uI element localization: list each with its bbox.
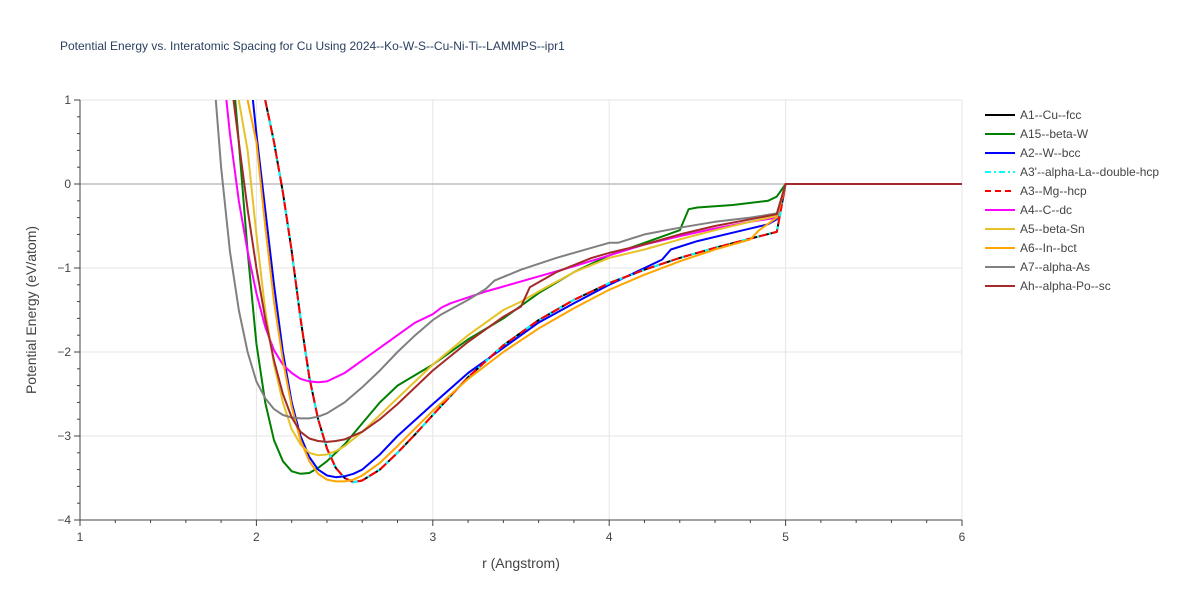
x-axis-title: r (Angstrom) <box>482 555 560 571</box>
y-tick-label: −3 <box>57 429 71 443</box>
legend-item[interactable]: A15--beta-W <box>985 127 1089 141</box>
legend: A1--Cu--fcc A15--beta-W A2--W--bcc A3'--alp… <box>985 108 1159 293</box>
legend-label: A15--beta-W <box>1020 127 1089 141</box>
legend-item[interactable]: A3--Mg--hcp <box>985 184 1087 198</box>
axes-layer: 1 2 3 4 5 6 1 0 −1 −2 −3 −4 <box>57 93 965 544</box>
legend-item[interactable]: A4--C--dc <box>985 203 1072 217</box>
series-line-6 <box>237 100 962 457</box>
series-line-8 <box>214 100 962 420</box>
y-tick-label: −1 <box>57 261 71 275</box>
legend-item[interactable]: Ah--alpha-Po--sc <box>985 279 1111 293</box>
legend-label: A4--C--dc <box>1020 203 1072 217</box>
legend-item[interactable]: A6--In--bct <box>985 241 1077 255</box>
series-line-4 <box>264 100 962 484</box>
legend-label: A7--alpha-As <box>1020 260 1090 274</box>
y-tick-label: −4 <box>57 513 71 527</box>
legend-item[interactable]: A7--alpha-As <box>985 260 1090 274</box>
y-tick-label: −2 <box>57 345 71 359</box>
legend-label: A3--Mg--hcp <box>1020 184 1087 198</box>
legend-label: Ah--alpha-Po--sc <box>1020 279 1111 293</box>
y-tick-label: 1 <box>64 93 71 107</box>
x-tick-label: 4 <box>606 530 613 544</box>
legend-label: A6--In--bct <box>1020 241 1077 255</box>
legend-item[interactable]: A5--beta-Sn <box>985 222 1085 236</box>
x-tick-label: 3 <box>429 530 436 544</box>
x-tick-label: 1 <box>77 530 84 544</box>
legend-item[interactable]: A2--W--bcc <box>985 146 1080 160</box>
series-layer <box>214 100 962 484</box>
legend-item[interactable]: A1--Cu--fcc <box>985 108 1081 122</box>
series-line-7 <box>246 100 962 483</box>
legend-label: A2--W--bcc <box>1020 146 1080 160</box>
y-axis-title: Potential Energy (eV/atom) <box>23 226 39 394</box>
series-line-1 <box>234 100 962 475</box>
chart-title: Potential Energy vs. Interatomic Spacing… <box>60 39 565 53</box>
legend-label: A1--Cu--fcc <box>1020 108 1081 122</box>
x-tick-label: 6 <box>959 530 966 544</box>
series-line-9 <box>232 100 962 443</box>
legend-item[interactable]: A3'--alpha-La--double-hcp <box>985 165 1159 179</box>
legend-label: A5--beta-Sn <box>1020 222 1085 236</box>
grid-layer <box>80 99 963 521</box>
series-line-2 <box>251 100 962 479</box>
legend-label: A3'--alpha-La--double-hcp <box>1020 165 1159 179</box>
series-line-5 <box>225 100 962 384</box>
y-tick-label: 0 <box>64 177 71 191</box>
x-tick-label: 5 <box>782 530 789 544</box>
x-tick-label: 2 <box>253 530 260 544</box>
